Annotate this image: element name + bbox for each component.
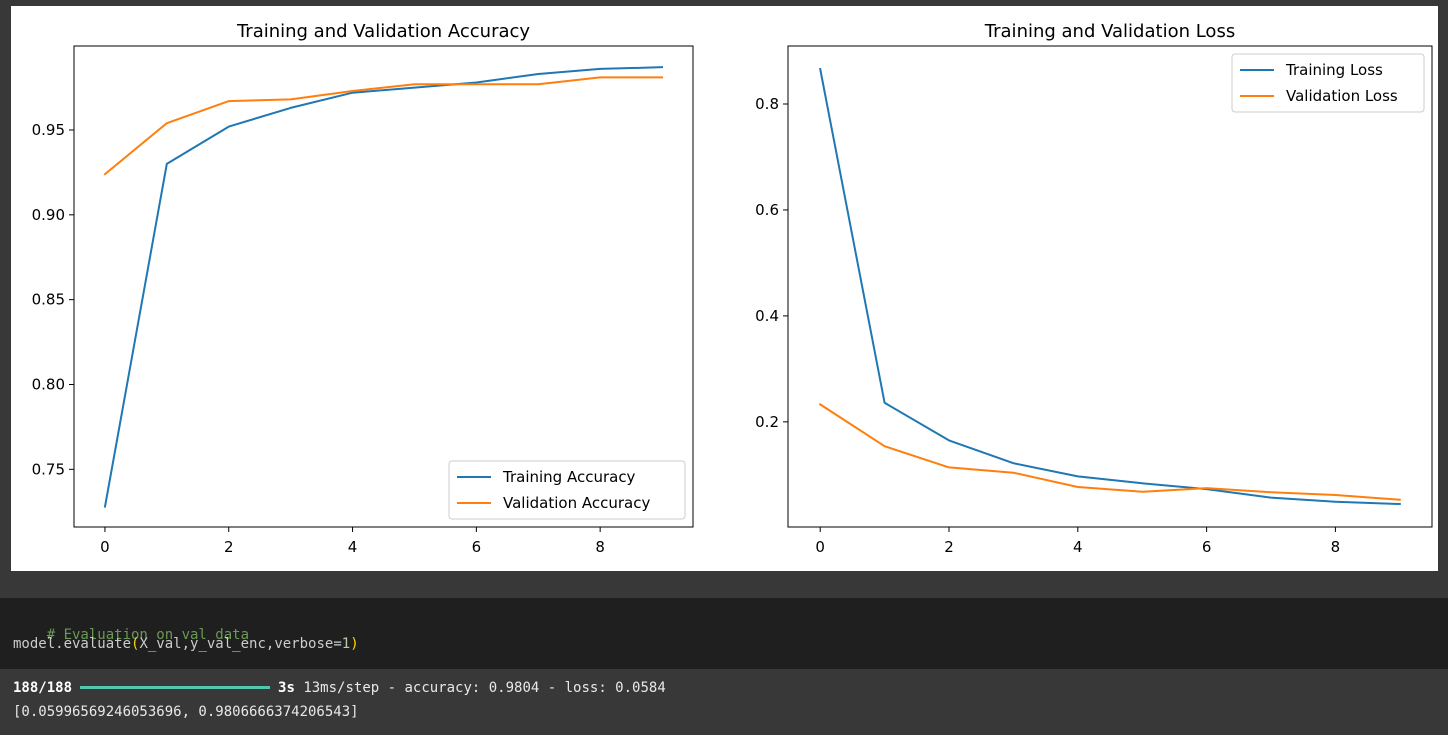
chart-2-x-tick-label: 0 — [815, 538, 825, 556]
chart-1-y-tick-label: 0.90 — [32, 206, 65, 224]
chart-1-series-2-line — [103, 76, 663, 176]
chart-1-y-tick-label: 0.75 — [32, 460, 65, 478]
chart-2-legend-label-1: Training Loss — [1285, 61, 1383, 79]
chart-1-y-tick-label: 0.80 — [32, 375, 65, 393]
chart-1-x-tick-label: 8 — [595, 538, 605, 556]
code-arg-number: 1 — [341, 636, 351, 652]
chart-2-y-tick-label: 0.2 — [755, 413, 779, 431]
chart-1-x-tick-label: 6 — [472, 538, 482, 556]
chart-1-x-tick-label: 4 — [348, 538, 358, 556]
progress-bar — [80, 685, 271, 689]
chart-1-y-tick-label: 0.85 — [32, 291, 65, 309]
chart-2-series-2-line — [818, 403, 1401, 501]
chart-2-x-tick-label: 8 — [1331, 538, 1341, 556]
chart-2-x-tick-label: 4 — [1073, 538, 1083, 556]
chart-2-series-1-line — [819, 67, 1401, 506]
chart-1-y-tick-label: 0.95 — [32, 121, 65, 139]
figure-canvas: Training and Validation Accuracy 0 2 4 6 8 0.7… — [32, 21, 1433, 556]
code-open-paren: ( — [131, 636, 140, 652]
chart-2-y-tick-label: 0.8 — [755, 95, 779, 113]
chart-2-x-tick-label: 2 — [944, 538, 954, 556]
chart-1-axes-frame — [73, 45, 694, 528]
chart-1-legend-label-2: Validation Accuracy — [503, 494, 650, 512]
chart-1-series-1-line — [103, 66, 664, 508]
chart-2-y-tick-label: 0.4 — [755, 307, 779, 325]
code-call-line: model.evaluate(X_val,y_val_enc,verbose=1… — [13, 636, 359, 652]
chart-1-x-tick-label: 2 — [224, 538, 234, 556]
chart-2-x-tick-label: 6 — [1202, 538, 1212, 556]
code-close-paren: ) — [350, 636, 359, 652]
chart-2-legend-label-2: Validation Loss — [1286, 87, 1398, 105]
progress-bar-fill — [80, 685, 271, 689]
chart-1-legend-label-1: Training Accuracy — [502, 468, 636, 486]
chart-1-x-tick-label: 0 — [100, 538, 110, 556]
progress-duration: 3s — [278, 680, 295, 696]
chart-2-y-tick-label: 0.6 — [755, 201, 779, 219]
chart-2-title: Training and Validation Loss — [984, 21, 1235, 42]
code-call-prefix: model.evaluate — [13, 636, 132, 652]
chart-1-title: Training and Validation Accuracy — [236, 21, 530, 42]
progress-metrics: 13ms/step - accuracy: 0.9804 - loss: 0.0… — [303, 680, 666, 696]
cell-output: 188/188 3s 13ms/step - accuracy: 0.9804 -… — [0, 669, 1448, 735]
chart-2-axes-frame — [787, 45, 1433, 528]
code-args: X_val,y_val_enc,verbose= — [139, 636, 342, 652]
progress-line: 188/188 3s 13ms/step - accuracy: 0.9804 -… — [13, 680, 666, 696]
code-comment-line: # Evaluation on val data — [13, 611, 249, 659]
chart-1-legend — [448, 460, 686, 520]
evaluation-result: [0.05996569246053696, 0.9806666374206543… — [13, 704, 359, 720]
figure-panel: Training and Validation Accuracy 0 2 4 6 8 0.7… — [11, 6, 1438, 571]
chart-2-legend — [1231, 53, 1425, 113]
progress-count: 188/188 — [13, 680, 73, 696]
code-cell[interactable]: # Evaluation on val data model.evaluate(… — [0, 598, 1448, 669]
code-comment: # Evaluation on val data — [46, 627, 250, 643]
